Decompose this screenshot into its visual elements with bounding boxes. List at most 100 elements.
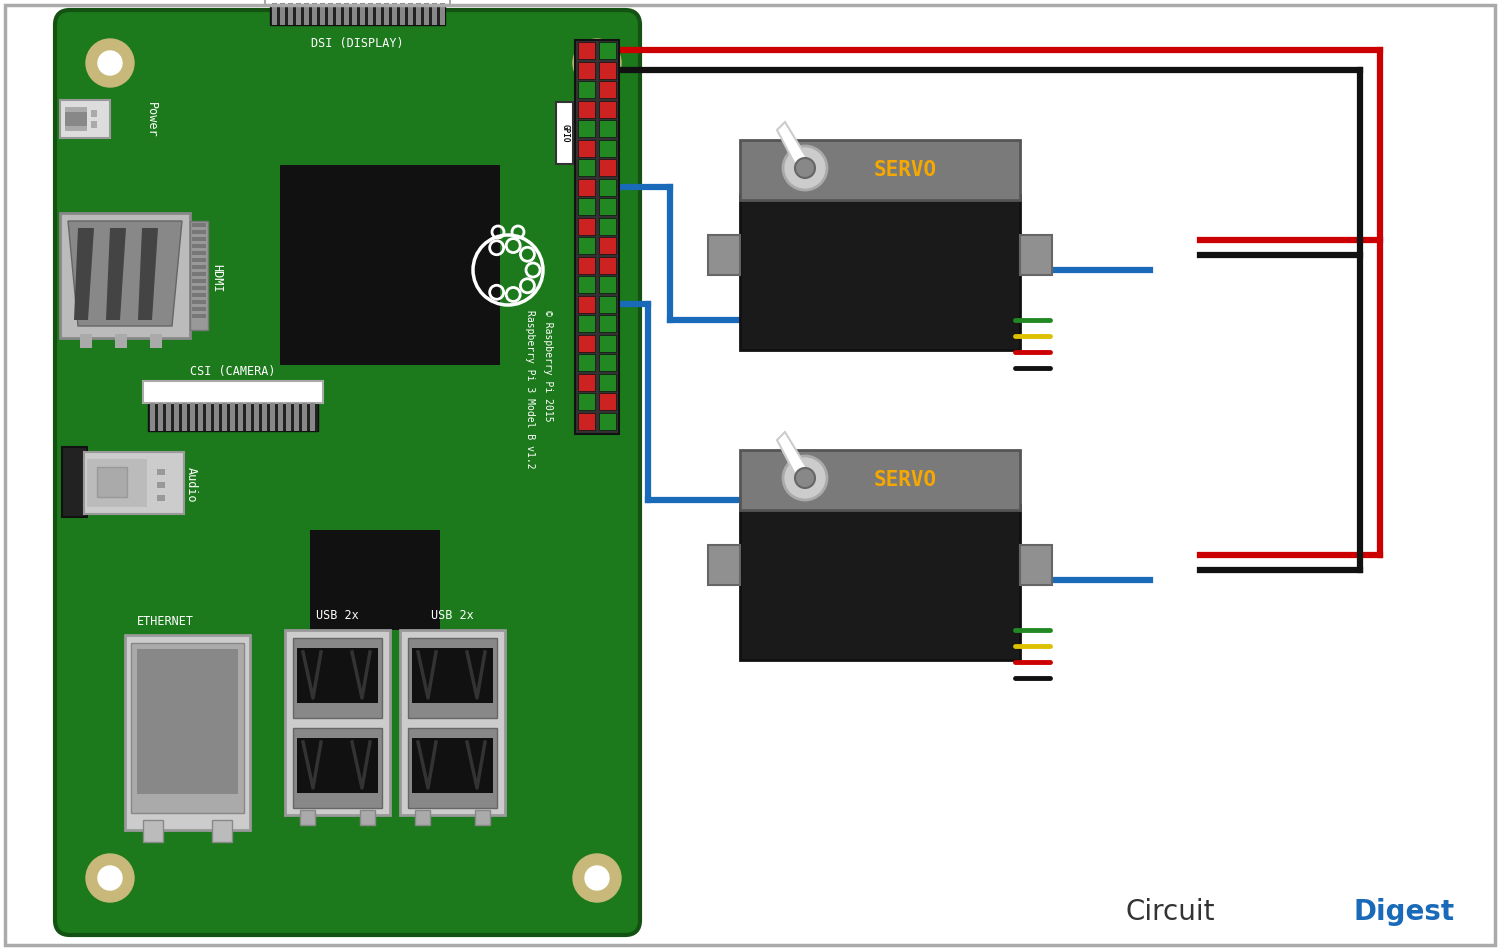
Bar [87,459,147,507]
Bar [280,3,285,25]
Bar [254,403,260,431]
Bar [192,279,206,283]
Bar [310,403,315,431]
Bar [598,334,616,352]
Text: Audio: Audio [184,467,198,503]
Bar [192,300,206,304]
Bar [598,276,616,293]
Bar [344,3,350,25]
Bar [174,403,178,431]
Bar [432,3,436,25]
Text: © Raspberry Pi 2015: © Raspberry Pi 2015 [543,310,554,422]
Bar [578,62,596,79]
Bar [286,403,291,431]
Bar [352,3,357,25]
Bar [598,159,616,176]
Bar [192,293,206,297]
Text: Circuit: Circuit [1125,898,1215,926]
Bar [312,3,316,25]
Bar [413,648,494,703]
Text: GPIO: GPIO [561,124,570,142]
Bar [578,218,596,235]
Circle shape [795,158,814,178]
Bar [598,120,616,137]
Bar [578,101,596,118]
Bar [740,505,1020,660]
Bar [80,334,92,348]
Bar [740,140,1020,200]
Circle shape [573,854,621,902]
Bar [192,272,206,276]
Bar [408,638,497,718]
Bar [262,403,267,431]
Bar [84,452,184,514]
Polygon shape [74,228,94,320]
Bar [384,3,388,25]
Bar [336,3,340,25]
Bar [292,638,382,718]
Bar [578,140,596,157]
Bar [142,820,164,842]
Bar [285,630,390,815]
Bar [142,381,322,403]
Text: DSI (DISPLAY): DSI (DISPLAY) [310,37,404,50]
Circle shape [795,468,814,488]
Bar [98,467,128,497]
Polygon shape [777,122,810,168]
Bar [297,648,378,703]
Bar [60,100,110,138]
Bar [150,403,154,431]
Circle shape [783,456,826,500]
Bar [416,810,430,825]
Bar [296,3,302,25]
Polygon shape [138,228,158,320]
Bar [598,179,616,196]
Bar [400,630,506,815]
Bar [148,403,318,431]
Bar [578,334,596,352]
Bar [304,3,309,25]
Circle shape [86,39,134,87]
Bar [150,334,162,348]
Bar [740,195,1020,350]
Bar [578,276,596,293]
Bar [1020,235,1052,275]
Bar [62,447,87,517]
Bar [598,412,616,429]
Bar [270,403,274,431]
Bar [578,198,596,215]
Bar [230,403,236,431]
Bar [598,62,616,79]
Circle shape [783,146,826,190]
Bar [708,235,740,275]
Bar [214,403,219,431]
Bar [598,237,616,254]
Bar [310,530,440,630]
Bar [740,450,1020,510]
Bar [360,810,375,825]
Bar [598,198,616,215]
Circle shape [585,866,609,890]
Bar [368,3,374,25]
Bar [166,403,171,431]
Bar [246,403,250,431]
Bar [302,403,307,431]
Bar [328,3,333,25]
Bar [578,159,596,176]
Bar [578,120,596,137]
Bar [598,81,616,98]
Bar [278,403,284,431]
Bar [578,256,596,274]
Text: HDMI: HDMI [210,264,224,293]
Bar [192,314,206,318]
Bar [400,3,405,25]
Text: Digest: Digest [1354,898,1455,926]
Text: SERVO: SERVO [873,470,936,490]
Bar [190,221,208,330]
Bar [413,738,494,793]
Bar [424,3,429,25]
Polygon shape [68,221,182,326]
Bar [92,121,98,128]
Bar [158,495,165,501]
Bar [211,820,232,842]
